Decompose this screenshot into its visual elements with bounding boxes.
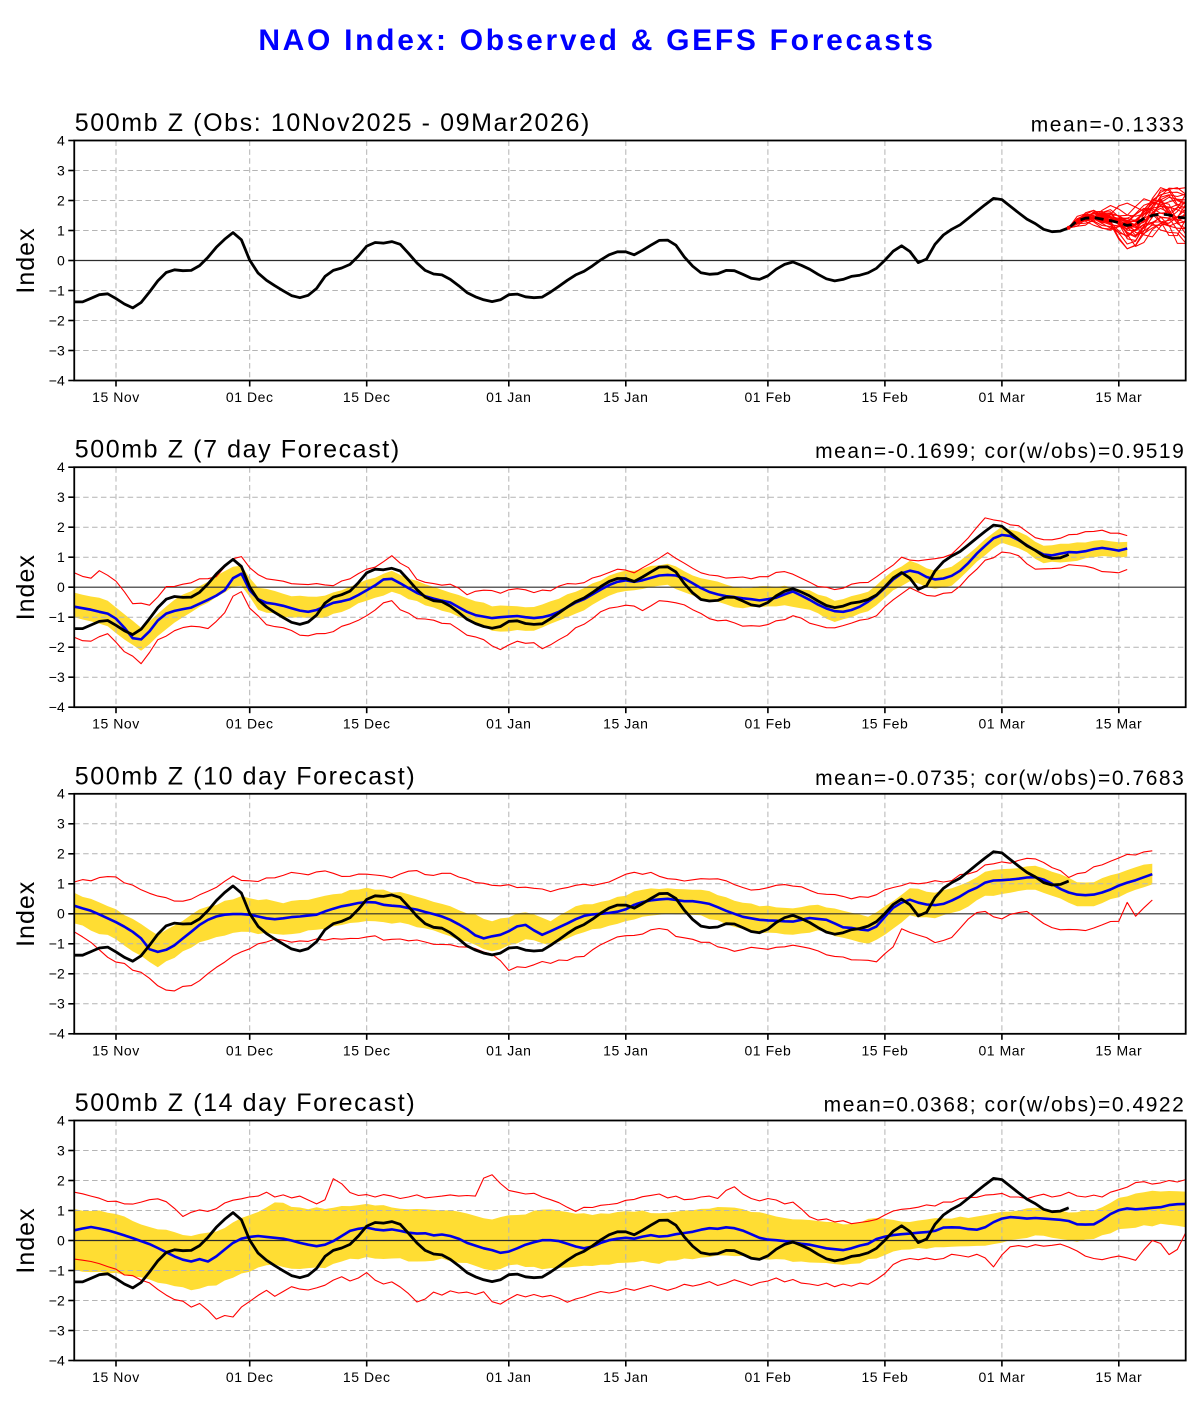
svg-text:01 Jan: 01 Jan <box>486 716 531 732</box>
svg-text:3: 3 <box>57 489 65 505</box>
svg-text:15 Dec: 15 Dec <box>343 716 391 732</box>
svg-text:−4: −4 <box>49 1026 65 1042</box>
svg-text:−2: −2 <box>49 1292 65 1308</box>
svg-text:01 Dec: 01 Dec <box>226 1042 274 1058</box>
svg-text:1: 1 <box>57 549 65 565</box>
svg-text:2: 2 <box>57 519 65 535</box>
svg-text:3: 3 <box>57 816 65 832</box>
svg-text:15 Jan: 15 Jan <box>603 1369 648 1385</box>
svg-text:500mb Z (7 day Forecast): 500mb Z (7 day Forecast) <box>75 436 401 464</box>
svg-text:−2: −2 <box>49 639 65 655</box>
svg-text:15 Feb: 15 Feb <box>861 389 908 405</box>
svg-text:01 Dec: 01 Dec <box>226 1369 274 1385</box>
svg-text:15 Jan: 15 Jan <box>603 389 648 405</box>
svg-text:NAO Index: Observed & GEFS For: NAO Index: Observed & GEFS Forecasts <box>258 24 935 57</box>
svg-text:4: 4 <box>57 132 65 148</box>
svg-text:15 Nov: 15 Nov <box>92 389 140 405</box>
svg-text:mean=0.0368; cor(w/obs)=0.4922: mean=0.0368; cor(w/obs)=0.4922 <box>824 1094 1186 1117</box>
svg-text:15 Jan: 15 Jan <box>603 716 648 732</box>
svg-text:0: 0 <box>57 252 65 268</box>
svg-text:15 Feb: 15 Feb <box>861 716 908 732</box>
svg-text:15 Mar: 15 Mar <box>1095 389 1142 405</box>
svg-text:01 Dec: 01 Dec <box>226 389 274 405</box>
svg-text:−3: −3 <box>49 342 65 358</box>
svg-text:15 Dec: 15 Dec <box>343 389 391 405</box>
svg-text:4: 4 <box>57 1112 65 1128</box>
svg-text:−4: −4 <box>49 699 65 715</box>
svg-text:15 Mar: 15 Mar <box>1095 1042 1142 1058</box>
svg-text:0: 0 <box>57 579 65 595</box>
svg-text:01 Jan: 01 Jan <box>486 1369 531 1385</box>
svg-text:1: 1 <box>57 222 65 238</box>
svg-text:15 Feb: 15 Feb <box>861 1369 908 1385</box>
svg-text:01 Feb: 01 Feb <box>744 716 791 732</box>
svg-text:2: 2 <box>57 846 65 862</box>
svg-text:−3: −3 <box>49 996 65 1012</box>
svg-text:4: 4 <box>57 459 65 475</box>
svg-text:500mb Z (Obs: 10Nov2025 - 09Ma: 500mb Z (Obs: 10Nov2025 - 09Mar2026) <box>75 109 591 137</box>
svg-text:01 Jan: 01 Jan <box>486 1042 531 1058</box>
svg-text:15 Nov: 15 Nov <box>92 716 140 732</box>
svg-text:01 Mar: 01 Mar <box>978 1042 1025 1058</box>
svg-text:15 Jan: 15 Jan <box>603 1042 648 1058</box>
svg-text:Index: Index <box>12 554 40 620</box>
svg-text:3: 3 <box>57 1142 65 1158</box>
svg-text:01 Feb: 01 Feb <box>744 389 791 405</box>
svg-text:Index: Index <box>12 881 40 947</box>
svg-text:mean=-0.0735; cor(w/obs)=0.768: mean=-0.0735; cor(w/obs)=0.7683 <box>815 767 1185 790</box>
svg-text:1: 1 <box>57 1202 65 1218</box>
svg-text:01 Jan: 01 Jan <box>486 389 531 405</box>
svg-text:01 Mar: 01 Mar <box>978 716 1025 732</box>
svg-text:−2: −2 <box>49 966 65 982</box>
svg-text:Index: Index <box>12 227 40 293</box>
svg-text:500mb Z (10 day Forecast): 500mb Z (10 day Forecast) <box>75 762 417 790</box>
svg-text:1: 1 <box>57 876 65 892</box>
svg-text:15 Dec: 15 Dec <box>343 1369 391 1385</box>
svg-text:2: 2 <box>57 192 65 208</box>
svg-text:−1: −1 <box>49 936 65 952</box>
svg-text:−3: −3 <box>49 669 65 685</box>
svg-text:01 Feb: 01 Feb <box>744 1369 791 1385</box>
svg-text:01 Mar: 01 Mar <box>978 1369 1025 1385</box>
svg-text:15 Feb: 15 Feb <box>861 1042 908 1058</box>
svg-text:mean=-0.1333: mean=-0.1333 <box>1031 114 1186 137</box>
svg-text:01 Mar: 01 Mar <box>978 389 1025 405</box>
svg-text:−4: −4 <box>49 372 65 388</box>
svg-text:500mb Z (14 day Forecast): 500mb Z (14 day Forecast) <box>75 1089 417 1117</box>
svg-text:15 Mar: 15 Mar <box>1095 1369 1142 1385</box>
svg-text:mean=-0.1699; cor(w/obs)=0.951: mean=-0.1699; cor(w/obs)=0.9519 <box>815 440 1185 463</box>
svg-text:0: 0 <box>57 1232 65 1248</box>
svg-text:−1: −1 <box>49 1262 65 1278</box>
svg-text:2: 2 <box>57 1172 65 1188</box>
svg-text:01 Dec: 01 Dec <box>226 716 274 732</box>
svg-text:Index: Index <box>12 1207 40 1273</box>
svg-text:−1: −1 <box>49 282 65 298</box>
svg-text:15 Dec: 15 Dec <box>343 1042 391 1058</box>
svg-text:−4: −4 <box>49 1352 65 1368</box>
svg-text:−1: −1 <box>49 609 65 625</box>
svg-text:−3: −3 <box>49 1322 65 1338</box>
svg-text:15 Mar: 15 Mar <box>1095 716 1142 732</box>
svg-text:15 Nov: 15 Nov <box>92 1369 140 1385</box>
svg-text:01 Feb: 01 Feb <box>744 1042 791 1058</box>
svg-text:3: 3 <box>57 162 65 178</box>
svg-text:0: 0 <box>57 906 65 922</box>
svg-text:−2: −2 <box>49 312 65 328</box>
svg-text:15 Nov: 15 Nov <box>92 1042 140 1058</box>
svg-text:4: 4 <box>57 786 65 802</box>
